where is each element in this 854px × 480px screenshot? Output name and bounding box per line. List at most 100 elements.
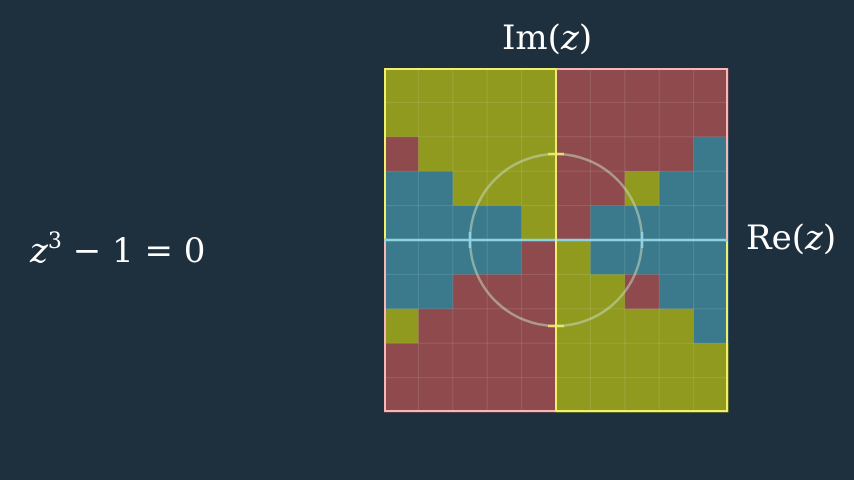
basin-cell <box>487 308 523 344</box>
basin-cell <box>590 274 626 310</box>
equation-label: z3 − 1 = 0 <box>30 222 205 271</box>
basin-cell <box>384 308 419 344</box>
basin-cell <box>693 136 729 172</box>
basin-grid <box>384 68 729 413</box>
basin-cell <box>693 343 729 379</box>
basin-cell <box>556 274 591 310</box>
basin-cell <box>693 274 729 310</box>
basin-cell <box>590 102 626 138</box>
basin-cell <box>487 240 523 275</box>
basin-cell <box>556 205 591 241</box>
basin-cell <box>452 68 488 103</box>
basin-cell <box>659 377 695 413</box>
basin-cell <box>624 308 660 344</box>
basin-cell <box>521 377 557 413</box>
basin-cell <box>521 171 557 207</box>
basin-cell <box>624 377 660 413</box>
basin-cell <box>624 274 660 310</box>
basin-cell <box>487 343 523 379</box>
overlays <box>384 68 728 412</box>
basin-cell <box>521 240 557 275</box>
basin-cell <box>452 136 488 172</box>
basin-cell <box>693 102 729 138</box>
basin-cell <box>384 102 419 138</box>
basin-cell <box>487 377 523 413</box>
basin-cell <box>659 274 695 310</box>
basin-cell <box>452 308 488 344</box>
basin-cell <box>418 171 454 207</box>
basin-cell <box>693 240 729 275</box>
basin-cell <box>521 68 557 103</box>
imaginary-axis-label: Im(z) <box>502 18 593 58</box>
basin-cell <box>590 68 626 103</box>
basin-cell <box>418 240 454 275</box>
equation-rest: − 1 = 0 <box>61 231 206 271</box>
basin-cell <box>418 308 454 344</box>
basin-cell <box>590 171 626 207</box>
basin-cell <box>659 136 695 172</box>
basin-cell <box>418 343 454 379</box>
basin-cell <box>659 240 695 275</box>
basin-cell <box>556 102 591 138</box>
basin-cell <box>624 171 660 207</box>
basin-cell <box>487 205 523 241</box>
basin-cell <box>556 343 591 379</box>
basin-cell <box>384 343 419 379</box>
basin-cell <box>487 274 523 310</box>
basin-cell <box>693 205 729 241</box>
basin-cell <box>556 240 591 275</box>
basin-cell <box>556 377 591 413</box>
basin-cell <box>590 205 626 241</box>
basin-cell <box>487 136 523 172</box>
basin-cell <box>521 343 557 379</box>
basin-cell <box>384 377 419 413</box>
basin-cell <box>693 377 729 413</box>
basin-cell <box>384 171 419 207</box>
basin-cell <box>384 205 419 241</box>
basin-cell <box>624 343 660 379</box>
basin-cell <box>659 68 695 103</box>
basin-cell <box>521 205 557 241</box>
basin-cell <box>590 136 626 172</box>
basin-cell <box>590 343 626 379</box>
basin-cell <box>418 274 454 310</box>
basin-cell <box>556 68 591 103</box>
basin-cell <box>556 171 591 207</box>
basin-cell <box>418 136 454 172</box>
basin-cell <box>418 68 454 103</box>
basin-cell <box>521 274 557 310</box>
basin-cell <box>624 102 660 138</box>
basin-cell <box>418 377 454 413</box>
basin-cell <box>384 68 419 103</box>
basin-cell <box>487 68 523 103</box>
basin-cell <box>384 274 419 310</box>
basin-cell <box>693 171 729 207</box>
basin-cell <box>521 102 557 138</box>
basin-cell <box>590 377 626 413</box>
basin-cell <box>624 136 660 172</box>
basin-cell <box>452 377 488 413</box>
basin-cell <box>452 274 488 310</box>
basin-cell <box>624 68 660 103</box>
basin-cell <box>487 102 523 138</box>
basin-cell <box>452 171 488 207</box>
equation-exponent: 3 <box>47 229 62 254</box>
basin-cell <box>693 308 729 344</box>
equation-variable: z <box>30 231 48 271</box>
basin-cell <box>418 205 454 241</box>
basin-cell <box>693 68 729 103</box>
basin-cell <box>659 205 695 241</box>
basin-cell <box>659 171 695 207</box>
basin-cell <box>418 102 454 138</box>
basin-cell <box>659 343 695 379</box>
basin-cell <box>590 240 626 275</box>
basin-cell <box>659 308 695 344</box>
basin-cell <box>452 102 488 138</box>
basin-cell <box>487 171 523 207</box>
basin-cell <box>659 102 695 138</box>
basin-cell <box>384 240 419 275</box>
real-axis-label: Re(z) <box>746 218 837 258</box>
basin-cell <box>384 136 419 172</box>
